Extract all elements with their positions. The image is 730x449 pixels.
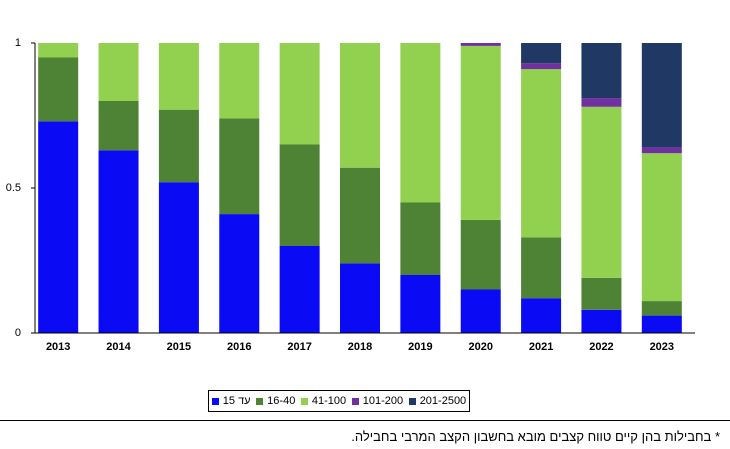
bar-segment [219,118,260,215]
legend-label: 41-100 [311,395,347,407]
x-tick-label: 2019 [408,341,432,353]
x-tick-label: 2020 [468,341,492,353]
bar-segment [521,43,562,64]
legend-item: עד 15 [211,395,251,407]
bar-segment [521,298,562,333]
bar-segment [38,121,79,333]
bar-segment [38,57,79,122]
legend-label: 16-40 [267,395,296,407]
legend: עד 15 16-40 41-100 101-200 201-2500 [208,390,470,412]
bar-segment [279,43,320,145]
chart: 0 0.5 1 2013 2014 2015 2016 2017 2018 2019 2020 202… [6,37,695,353]
legend-item: 201-2500 [408,395,467,407]
bar-segment [98,43,139,101]
bar-segment [581,43,622,99]
x-tick-label: 2015 [167,341,191,353]
bar-segment [581,309,622,333]
bar-segment [581,277,622,310]
bar-segment [158,43,199,110]
bar-segment [400,43,441,203]
bar-segment [460,43,501,46]
y-tick-label: 0.5 [6,182,21,194]
bar-segment [279,246,320,333]
x-tick-label: 2018 [348,341,372,353]
legend-item: 101-200 [351,395,404,407]
legend-swatch [300,397,308,405]
y-tick-label: 0 [15,327,21,339]
bar-segment [521,69,562,238]
separator [0,420,730,421]
x-tick-label: 2017 [287,341,311,353]
bar-segment [98,101,139,151]
legend-label: 201-2500 [419,395,467,407]
bar-segment [581,106,622,278]
legend-item: 41-100 [300,395,347,407]
bar-segment [400,202,441,275]
x-tick-label: 2023 [650,341,674,353]
bar-segment [641,43,682,148]
bar-segment [158,109,199,183]
bar-segment [641,153,682,302]
bar-segment [340,43,380,168]
bar-segment [400,275,441,333]
y-tick-label: 1 [15,37,21,49]
bar-segment [279,144,320,246]
legend-label: 101-200 [362,395,404,407]
bar-segment [460,289,501,333]
bar-segment [581,98,622,107]
bar-segment [340,167,380,264]
legend-swatch [211,397,219,405]
bar-segment [98,150,139,333]
legend-swatch [408,397,416,405]
bar-segment [38,43,79,58]
x-tick-label: 2013 [46,341,70,353]
footnote: * בחבילות בהן קיים טווח קצבים מובא בחשבו… [351,429,720,444]
bar-segment [219,214,260,333]
bar-segment [641,301,682,316]
bar-segment [641,315,682,333]
x-tick-label: 2014 [106,341,131,353]
bar-segment [219,43,260,119]
legend-swatch [351,397,359,405]
x-tick-label: 2021 [529,341,553,353]
bar-segment [460,219,501,290]
bar-segment [641,147,682,154]
bar-segment [340,263,380,333]
bar-segment [521,63,562,70]
bar-segment [158,182,199,333]
x-tick-label: 2022 [589,341,613,353]
legend-swatch [256,397,264,405]
bar-segment [460,45,501,220]
x-tick-label: 2016 [227,341,251,353]
bar-segment [521,237,562,299]
legend-label: עד 15 [222,395,251,407]
legend-item: 16-40 [256,395,295,407]
